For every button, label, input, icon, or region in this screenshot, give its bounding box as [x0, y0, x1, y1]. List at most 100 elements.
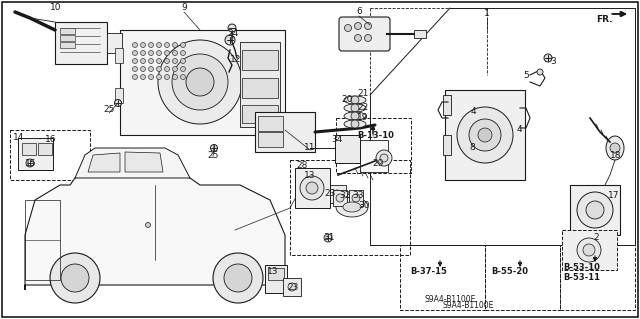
Text: B-13-10: B-13-10 [358, 131, 394, 140]
Text: 30: 30 [358, 201, 370, 210]
Bar [242, 105, 278, 123]
Circle shape [148, 66, 154, 71]
Circle shape [300, 176, 324, 200]
Circle shape [173, 75, 177, 79]
Bar [283, 278, 301, 296]
Circle shape [365, 34, 371, 41]
Bar [240, 42, 280, 127]
Ellipse shape [344, 104, 366, 112]
Circle shape [173, 66, 177, 71]
Polygon shape [25, 172, 285, 290]
Bar [265, 265, 287, 293]
Text: 6: 6 [356, 8, 362, 17]
Circle shape [333, 190, 341, 198]
Text: 15: 15 [25, 159, 36, 167]
Bar [443, 95, 451, 115]
Bar [60, 35, 75, 41]
Bar [295, 168, 330, 208]
Circle shape [577, 238, 601, 262]
Circle shape [141, 66, 145, 71]
Text: 10: 10 [51, 4, 61, 12]
Bar [60, 28, 75, 34]
Circle shape [469, 119, 501, 151]
Circle shape [355, 23, 362, 29]
Circle shape [141, 42, 145, 48]
Circle shape [288, 283, 296, 291]
Circle shape [336, 194, 344, 202]
Circle shape [376, 150, 392, 166]
Bar [290, 160, 410, 255]
Bar [562, 230, 617, 270]
Circle shape [586, 201, 604, 219]
Circle shape [365, 23, 371, 29]
Circle shape [225, 35, 235, 45]
Text: 33: 33 [352, 190, 364, 199]
Bar [18, 138, 53, 170]
Bar [25, 200, 60, 280]
Circle shape [157, 50, 161, 56]
Circle shape [157, 58, 161, 63]
Circle shape [355, 34, 362, 41]
Circle shape [186, 68, 214, 96]
Bar [336, 118, 411, 173]
Bar [570, 185, 620, 235]
Bar [560, 245, 635, 310]
FancyArrowPatch shape [612, 12, 625, 16]
Circle shape [115, 100, 122, 107]
Bar [115, 48, 123, 63]
Text: 12: 12 [230, 56, 242, 64]
Circle shape [50, 253, 100, 303]
Bar [258, 116, 283, 131]
Circle shape [172, 54, 228, 110]
Text: 25: 25 [103, 106, 115, 115]
Text: B-37-15: B-37-15 [411, 268, 447, 277]
Bar [22, 143, 36, 155]
Text: 24: 24 [227, 29, 239, 39]
Text: 23: 23 [324, 189, 336, 198]
Bar [333, 190, 347, 206]
Circle shape [132, 75, 138, 79]
Circle shape [351, 96, 359, 104]
Circle shape [380, 154, 388, 162]
Circle shape [211, 145, 218, 152]
Circle shape [180, 42, 186, 48]
Circle shape [158, 40, 242, 124]
Circle shape [132, 66, 138, 71]
Circle shape [457, 107, 513, 163]
Circle shape [351, 112, 359, 120]
Text: 2: 2 [593, 234, 599, 242]
Bar [328, 185, 346, 203]
Text: 19: 19 [357, 114, 369, 122]
Circle shape [61, 264, 89, 292]
Circle shape [157, 42, 161, 48]
Ellipse shape [344, 120, 366, 128]
Circle shape [164, 75, 170, 79]
Circle shape [173, 58, 177, 63]
Bar [443, 135, 451, 155]
Circle shape [180, 66, 186, 71]
Bar [60, 42, 75, 48]
Circle shape [180, 58, 186, 63]
Circle shape [577, 192, 613, 228]
Circle shape [180, 50, 186, 56]
Circle shape [26, 159, 34, 167]
Bar [120, 30, 285, 135]
Circle shape [141, 75, 145, 79]
Ellipse shape [606, 136, 624, 160]
Circle shape [164, 42, 170, 48]
Text: 23: 23 [287, 283, 299, 292]
Circle shape [313, 174, 321, 182]
Circle shape [141, 58, 145, 63]
Text: 20: 20 [341, 95, 353, 105]
Text: B-55-20: B-55-20 [492, 268, 529, 277]
Circle shape [344, 25, 351, 32]
Text: 21: 21 [357, 88, 369, 98]
Circle shape [180, 75, 186, 79]
Bar [414, 30, 426, 38]
Circle shape [351, 120, 359, 128]
Bar [255, 112, 315, 152]
Text: 18: 18 [611, 151, 621, 160]
Text: 22: 22 [357, 102, 369, 112]
Circle shape [148, 50, 154, 56]
Bar [115, 88, 123, 103]
